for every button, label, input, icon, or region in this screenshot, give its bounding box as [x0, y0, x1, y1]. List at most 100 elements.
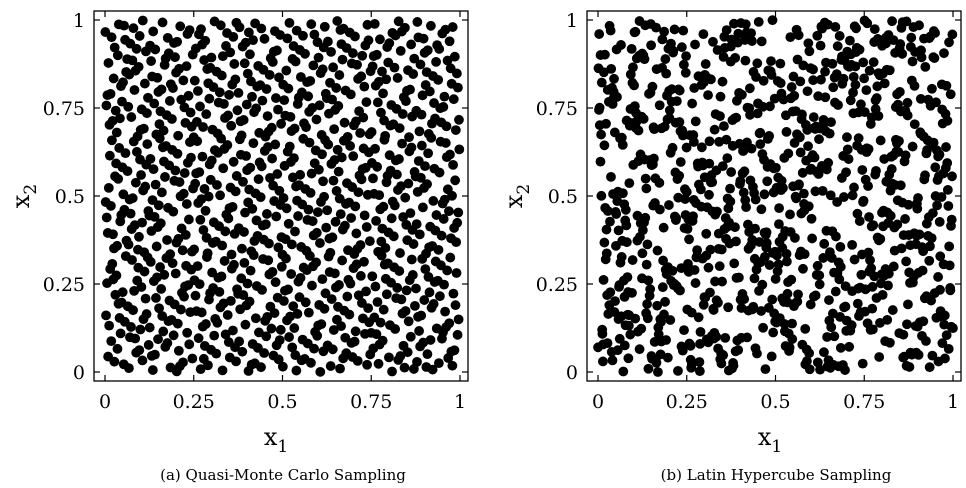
qmc-point	[185, 107, 196, 118]
lhs-point	[689, 265, 700, 275]
qmc-point	[305, 187, 316, 198]
qmc-point	[286, 269, 297, 279]
qmc-point	[112, 240, 123, 251]
lhs-point	[898, 329, 909, 340]
qmc-point	[293, 92, 304, 103]
qmc-point	[418, 33, 429, 44]
lhs-point	[618, 366, 629, 377]
qmc-point	[375, 34, 385, 45]
qmc-point	[176, 304, 186, 315]
qmc-point	[230, 342, 240, 353]
qmc-point	[128, 305, 138, 316]
lhs-x-tick-label: 0.75	[843, 391, 885, 413]
qmc-point	[155, 262, 166, 272]
lhs-point	[745, 109, 755, 120]
qmc-point	[116, 210, 127, 220]
lhs-point	[927, 208, 938, 218]
qmc-point	[105, 201, 116, 211]
qmc-point	[394, 266, 405, 276]
lhs-point	[943, 343, 954, 354]
qmc-point	[146, 351, 157, 361]
qmc-point	[326, 158, 337, 169]
qmc-point	[238, 290, 249, 300]
lhs-point	[814, 279, 825, 290]
qmc-point	[182, 327, 193, 338]
qmc-point	[226, 263, 237, 274]
qmc-point	[237, 346, 248, 357]
lhs-point	[600, 49, 610, 60]
lhs-point	[897, 48, 908, 59]
lhs-point	[785, 209, 795, 220]
qmc-point	[146, 226, 157, 236]
lhs-point	[766, 56, 776, 66]
qmc-point	[357, 50, 368, 61]
qmc-point	[160, 172, 170, 182]
lhs-point	[684, 234, 694, 245]
lhs-point	[651, 357, 662, 368]
qmc-point	[197, 151, 208, 162]
qmc-point	[406, 254, 417, 265]
lhs-point	[877, 289, 888, 300]
lhs-point	[613, 225, 624, 236]
lhs-point	[627, 255, 638, 265]
lhs-point	[795, 147, 806, 158]
lhs-point	[804, 348, 815, 359]
lhs-point	[825, 190, 836, 201]
lhs-point	[800, 324, 811, 334]
lhs-point	[792, 296, 803, 307]
qmc-point	[410, 300, 420, 311]
qmc-point	[234, 134, 245, 145]
qmc-point	[160, 341, 171, 352]
lhs-point	[673, 365, 683, 376]
lhs-point	[926, 233, 937, 244]
qmc-point	[318, 176, 328, 187]
qmc-point	[442, 265, 453, 276]
qmc-point	[363, 303, 374, 313]
qmc-point	[440, 306, 450, 317]
qmc-y-axis: 0 0.25 0.5 0.75 1	[43, 10, 468, 384]
lhs-point	[706, 74, 716, 85]
lhs-point	[799, 249, 810, 260]
qmc-point	[403, 178, 414, 189]
qmc-point	[318, 346, 329, 357]
qmc-point	[185, 307, 196, 318]
qmc-point	[392, 282, 403, 293]
qmc-point	[224, 89, 235, 100]
qmc-point	[386, 213, 397, 224]
lhs-point	[845, 35, 855, 46]
lhs-point	[798, 263, 808, 274]
qmc-point	[267, 153, 277, 164]
qmc-point	[276, 232, 287, 243]
qmc-point	[253, 174, 264, 185]
qmc-point	[307, 280, 317, 291]
lhs-point	[769, 93, 780, 104]
lhs-point	[913, 193, 923, 203]
qmc-point	[289, 123, 300, 134]
lhs-point	[785, 32, 796, 43]
lhs-point	[667, 142, 678, 153]
lhs-point	[920, 62, 931, 72]
qmc-point	[125, 208, 136, 219]
lhs-x-tick-label: 0	[592, 391, 604, 413]
qmc-point	[226, 120, 237, 131]
qmc-point	[304, 251, 315, 261]
qmc-point	[159, 269, 170, 280]
lhs-point	[649, 124, 660, 135]
lhs-point	[841, 167, 851, 178]
lhs-point	[823, 157, 834, 168]
qmc-point	[309, 343, 319, 354]
lhs-point	[703, 90, 713, 101]
lhs-point	[945, 89, 956, 100]
lhs-point	[764, 260, 775, 270]
qmc-point	[260, 315, 271, 326]
lhs-point	[784, 342, 795, 353]
qmc-point	[170, 52, 180, 63]
lhs-point	[606, 171, 616, 182]
lhs-point	[705, 287, 715, 298]
lhs-point	[806, 213, 817, 224]
lhs-point	[781, 248, 792, 259]
qmc-point	[378, 88, 388, 99]
qmc-point	[333, 166, 344, 177]
qmc-point	[231, 17, 242, 28]
lhs-point	[840, 365, 850, 375]
